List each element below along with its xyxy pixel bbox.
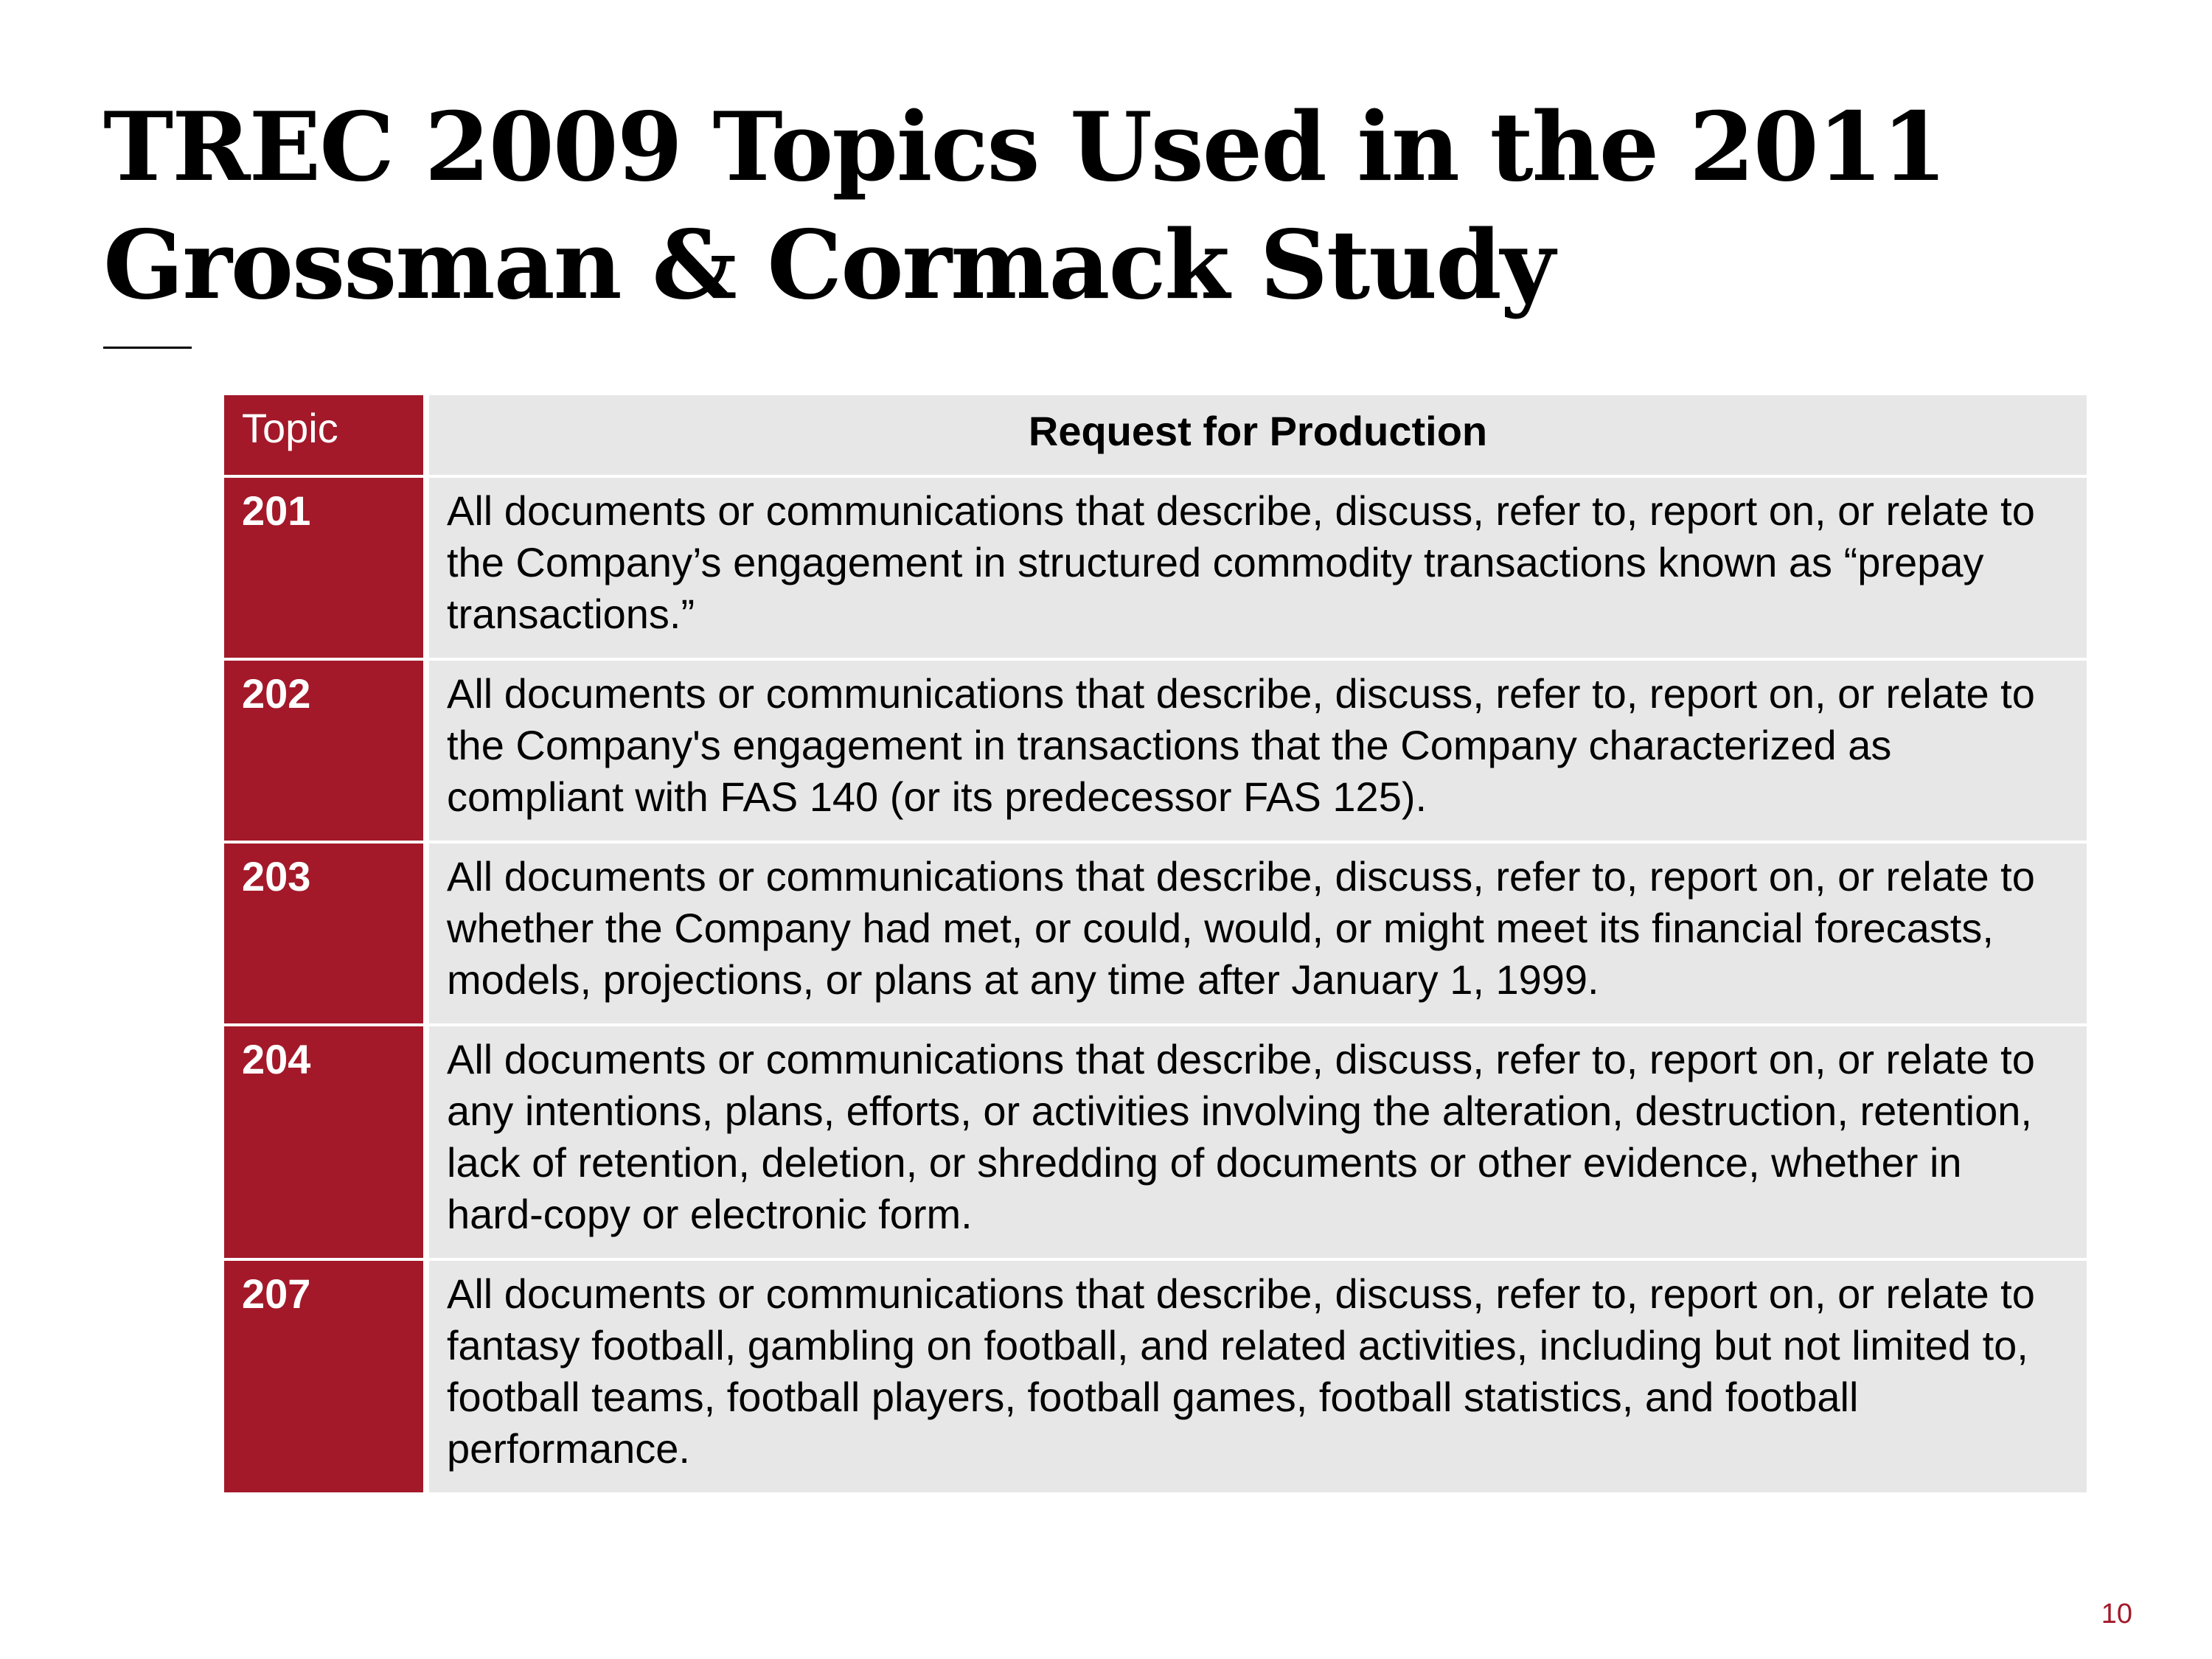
- request-text: All documents or communications that des…: [429, 1026, 2087, 1258]
- slide-title: TREC 2009 Topics Used in the 2011 Grossm…: [103, 88, 2094, 324]
- topic-number: 201: [224, 478, 429, 658]
- table-row: 203 All documents or communications that…: [224, 844, 2087, 1023]
- slide-title-line-1: TREC 2009 Topics Used in the 2011: [103, 92, 1947, 203]
- page-number: 10: [2101, 1599, 2132, 1630]
- request-column-header: Request for Production: [429, 395, 2087, 475]
- topic-column-header: Topic: [224, 395, 429, 475]
- slide-title-line-2: Grossman & Cormack Study: [103, 210, 1555, 321]
- table-header-row: Topic Request for Production: [224, 395, 2087, 475]
- topic-number: 207: [224, 1261, 429, 1492]
- topic-number: 202: [224, 661, 429, 841]
- title-underline: [103, 347, 192, 349]
- request-text: All documents or communications that des…: [429, 844, 2087, 1023]
- table-row: 204 All documents or communications that…: [224, 1026, 2087, 1258]
- table-row: 207 All documents or communications that…: [224, 1261, 2087, 1492]
- request-text: All documents or communications that des…: [429, 1261, 2087, 1492]
- topics-table: Topic Request for Production 201 All doc…: [224, 392, 2087, 1495]
- table-row: 201 All documents or communications that…: [224, 478, 2087, 658]
- topic-number: 203: [224, 844, 429, 1023]
- table-row: 202 All documents or communications that…: [224, 661, 2087, 841]
- topic-number: 204: [224, 1026, 429, 1258]
- request-text: All documents or communications that des…: [429, 478, 2087, 658]
- request-text: All documents or communications that des…: [429, 661, 2087, 841]
